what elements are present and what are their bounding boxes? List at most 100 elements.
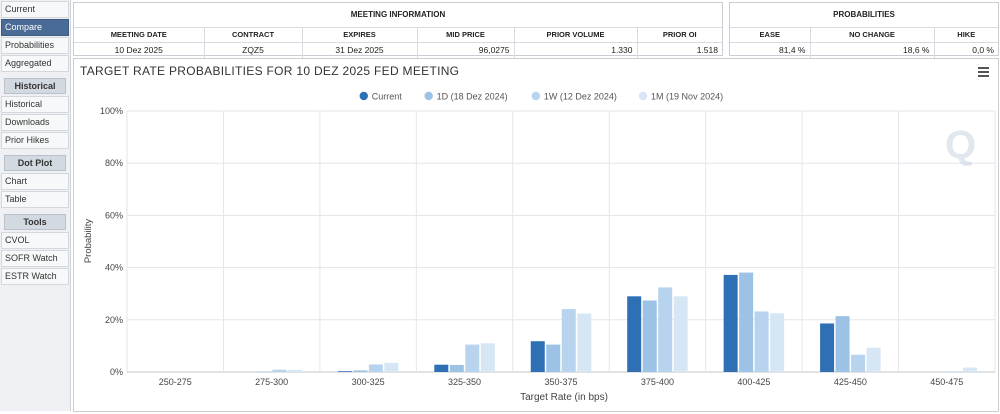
- bar-3-450-475[interactable]: [963, 367, 978, 372]
- sidebar-item-sofr-watch[interactable]: SOFR Watch: [1, 250, 69, 267]
- y-tick-label: 60%: [105, 210, 123, 220]
- prior-volume-value: 1.330: [514, 42, 638, 58]
- y-tick-label: 80%: [105, 158, 123, 168]
- header-prior-volume: PRIOR VOLUME: [514, 28, 638, 43]
- header-prior-oi: PRIOR OI: [637, 28, 722, 43]
- x-tick-label: 275-300: [255, 377, 288, 387]
- sidebar-item-compare[interactable]: Compare: [1, 19, 69, 36]
- bar-1-275-300[interactable]: [256, 371, 271, 373]
- header-hike: HIKE: [934, 28, 998, 43]
- x-tick-label: 250-275: [159, 377, 192, 387]
- x-tick-label: 375-400: [641, 377, 674, 387]
- sidebar-section-dot-plot: Dot Plot: [4, 155, 66, 171]
- y-tick-label: 40%: [105, 263, 123, 273]
- probabilities-table: EASE NO CHANGE HIKE 81,4 % 18,6 % 0,0 %: [730, 28, 998, 58]
- probabilities-panel: PROBABILITIES EASE NO CHANGE HIKE 81,4 %…: [729, 2, 999, 58]
- sidebar: Current Compare Probabilities Aggregated His…: [0, 0, 71, 411]
- chart-panel: TARGET RATE PROBABILITIES FOR 10 DEZ 202…: [73, 58, 999, 412]
- legend-marker: [638, 91, 648, 101]
- bar-2-325-350[interactable]: [465, 344, 480, 372]
- legend-item[interactable]: 1M (19 Nov 2024): [638, 91, 723, 102]
- meeting-date-value: 10 Dez 2025: [74, 42, 205, 58]
- header-meeting-date: MEETING DATE: [74, 28, 205, 43]
- legend-item[interactable]: 1W (12 Dez 2024): [531, 91, 617, 102]
- sidebar-item-prior-hikes[interactable]: Prior Hikes: [1, 132, 69, 149]
- bar-3-375-400[interactable]: [673, 296, 688, 372]
- bar-0-325-350[interactable]: [434, 364, 449, 372]
- ease-value: 81,4 %: [730, 42, 811, 58]
- sidebar-item-cvol[interactable]: CVOL: [1, 232, 69, 249]
- legend-marker: [424, 91, 433, 101]
- target-rate-chart: TARGET RATE PROBABILITIES FOR 10 DEZ 202…: [80, 64, 996, 403]
- legend-label: 1W (12 Dez 2024): [544, 92, 617, 102]
- header-ease: EASE: [730, 28, 811, 43]
- sidebar-item-downloads[interactable]: Downloads: [1, 114, 69, 131]
- x-axis-label: Target Rate (in bps): [520, 392, 608, 403]
- y-axis-ticks: 0% 20% 40% 60% 80% 100%: [100, 106, 123, 377]
- x-tick-label: 325-350: [448, 377, 481, 387]
- hike-value: 0,0 %: [972, 45, 994, 55]
- header-expires: EXPIRES: [302, 28, 418, 43]
- mid-price-value: 96,0275: [417, 42, 515, 58]
- hamburger-menu-icon[interactable]: [976, 64, 990, 78]
- legend-marker: [359, 91, 368, 101]
- expires-value: 31 Dez 2025: [302, 42, 418, 58]
- sidebar-item-table[interactable]: Table: [1, 191, 69, 208]
- x-tick-label: 300-325: [352, 377, 385, 387]
- meeting-information-table: MEETING DATE CONTRACT EXPIRES MID PRICE …: [74, 28, 722, 58]
- prior-oi-value: 1.518: [696, 45, 718, 55]
- sidebar-item-chart[interactable]: Chart: [1, 173, 69, 190]
- sidebar-section-historical: Historical: [4, 78, 66, 94]
- quikstrike-q-logo: Q: [945, 123, 976, 167]
- sidebar-item-estr-watch[interactable]: ESTR Watch: [1, 268, 69, 285]
- bar-2-375-400[interactable]: [658, 287, 673, 372]
- x-tick-label: 450-475: [930, 377, 963, 387]
- bar-2-450-475[interactable]: [947, 371, 962, 373]
- x-tick-label: 350-375: [544, 377, 577, 387]
- legend-item[interactable]: 1D (18 Dez 2024): [424, 91, 508, 102]
- chart-legend: Current 1D (18 Dez 2024) 1W (12 Dez 2024) 1…: [359, 91, 723, 102]
- bar-1-350-375[interactable]: [546, 344, 561, 372]
- chart-bars: [256, 272, 978, 373]
- bar-2-400-425[interactable]: [754, 311, 769, 372]
- bar-0-425-450[interactable]: [820, 323, 835, 372]
- chart-title: TARGET RATE PROBABILITIES FOR 10 DEZ 202…: [80, 64, 459, 78]
- bar-1-375-400[interactable]: [642, 300, 657, 372]
- bar-1-325-350[interactable]: [449, 364, 464, 372]
- bar-2-425-450[interactable]: [851, 354, 866, 372]
- x-tick-label: 400-425: [737, 377, 770, 387]
- contract-value: ZQZ5: [204, 42, 303, 58]
- legend-item[interactable]: Current: [359, 91, 403, 102]
- y-axis-label: Probability: [83, 219, 94, 264]
- meeting-information-panel: MEETING INFORMATION MEETING DATE CONTRAC…: [73, 2, 723, 58]
- bar-3-425-450[interactable]: [866, 347, 881, 372]
- header-mid-price: MID PRICE: [417, 28, 515, 43]
- bar-0-300-325[interactable]: [337, 371, 352, 372]
- y-tick-label: 100%: [100, 106, 123, 116]
- sidebar-item-aggregated[interactable]: Aggregated: [1, 55, 69, 72]
- bar-3-400-425[interactable]: [770, 313, 785, 372]
- bar-2-300-325[interactable]: [368, 364, 383, 372]
- bar-2-350-375[interactable]: [561, 309, 576, 372]
- sidebar-item-historical[interactable]: Historical: [1, 96, 69, 113]
- legend-label: 1M (19 Nov 2024): [651, 92, 723, 102]
- bar-1-425-450[interactable]: [835, 316, 850, 372]
- legend-marker: [531, 91, 541, 101]
- bar-1-400-425[interactable]: [739, 272, 754, 372]
- meeting-information-title: MEETING INFORMATION: [74, 3, 722, 28]
- bar-3-325-350[interactable]: [480, 343, 495, 372]
- bar-3-300-325[interactable]: [384, 362, 399, 372]
- bar-3-275-300[interactable]: [287, 369, 302, 372]
- sidebar-item-current[interactable]: Current: [1, 1, 69, 18]
- header-no-change: NO CHANGE: [810, 28, 935, 43]
- legend-label: Current: [372, 92, 403, 102]
- bar-0-375-400[interactable]: [627, 296, 642, 372]
- bar-2-275-300[interactable]: [272, 369, 287, 372]
- bar-0-350-375[interactable]: [530, 341, 545, 372]
- sidebar-item-probabilities[interactable]: Probabilities: [1, 37, 69, 54]
- y-tick-label: 0%: [110, 367, 123, 377]
- bar-3-350-375[interactable]: [577, 313, 592, 372]
- bar-1-300-325[interactable]: [353, 370, 368, 372]
- no-change-value: 18,6 %: [810, 42, 935, 58]
- bar-0-400-425[interactable]: [723, 274, 738, 372]
